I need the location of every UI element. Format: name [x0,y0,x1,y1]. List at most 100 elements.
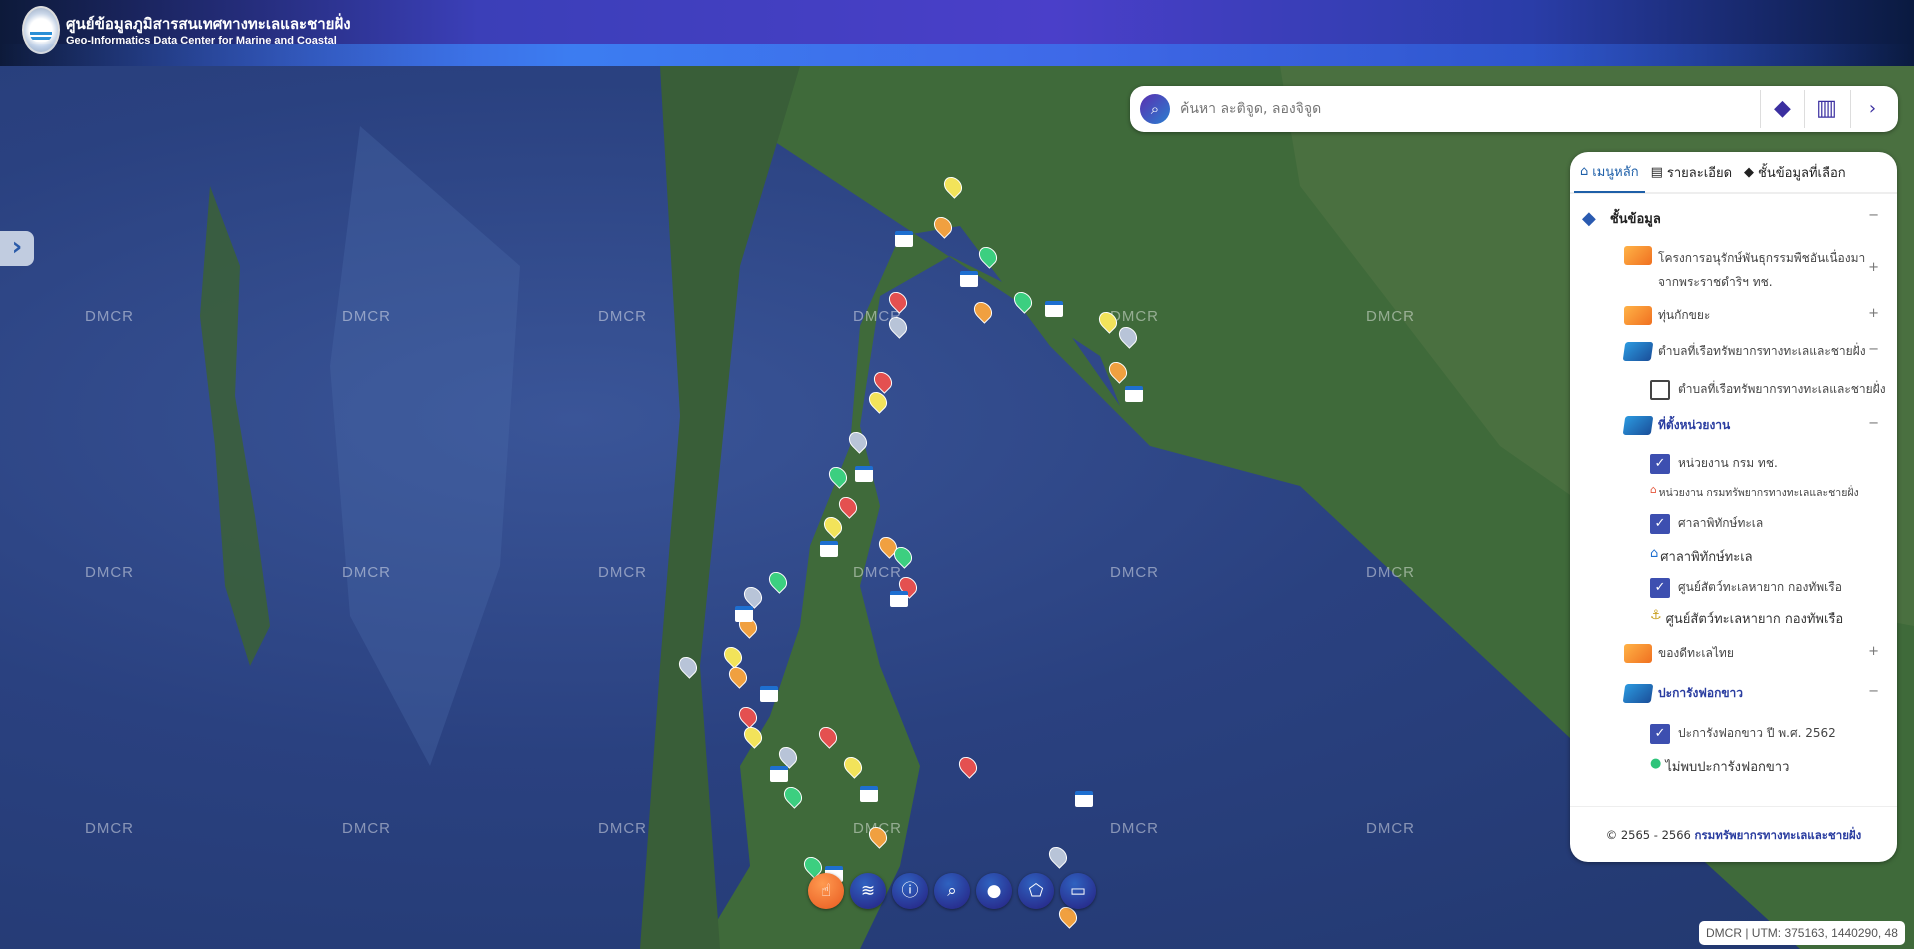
folder-open-icon [1622,416,1654,435]
wave-icon: ≋ [860,881,876,901]
sea-guard-pavilion-marker[interactable] [1125,386,1143,402]
measure-tool-button[interactable]: ▭ [1060,873,1096,909]
dmcr-watermark: DMCR [1366,564,1415,581]
coordinate-search-input[interactable] [1180,94,1780,124]
layer-coral-bleaching-2562[interactable]: ✓ ปะการังฟอกขาว ปี พ.ศ. 2562 [1650,724,1897,744]
layer-sea-guard-pavilion[interactable]: ✓ ศาลาพิทักษ์ทะเล [1650,514,1897,534]
sea-guard-pavilion-marker[interactable] [855,466,873,482]
info-tool-button[interactable]: ⓘ [892,873,928,909]
basemap-button[interactable]: ▥ [1804,90,1848,128]
dmcr-watermark: DMCR [1366,308,1415,325]
sea-guard-pavilion-marker[interactable] [890,591,908,607]
dmcr-watermark: DMCR [853,564,902,581]
dmcr-watermark: DMCR [85,820,134,837]
panel-tabs: ⌂ เมนูหลัก ▤ รายละเอียด ◆ ชั้นข้อมูลที่เลือ… [1570,152,1897,194]
expand-left-panel-button[interactable]: › [0,231,34,266]
search-icon: ⌕ [947,881,957,901]
layers-icon: ◆ [1582,208,1596,229]
checkbox-checked[interactable]: ✓ [1650,514,1670,534]
dmcr-watermark: DMCR [342,820,391,837]
folder-thai-sea-goods[interactable]: ของดีทะเลไทย + [1624,644,1897,663]
sea-guard-pavilion-marker[interactable] [770,766,788,782]
location-tool-button[interactable]: ● [976,873,1012,909]
sea-guard-pavilion-marker[interactable] [1045,301,1063,317]
folder-open-icon [1622,684,1654,703]
sea-guard-pavilion-marker[interactable] [1075,791,1093,807]
pointer-icon: ☝ [820,881,832,901]
dmcr-watermark: DMCR [598,820,647,837]
home-icon: ⌂ [1580,163,1589,179]
sea-guard-pavilion-marker[interactable] [735,606,753,622]
dmcr-watermark: DMCR [1110,820,1159,837]
utm-coordinate-readout: DMCR | UTM: 375163, 1440290, 48 [1699,921,1905,945]
tab-main-menu[interactable]: ⌂ เมนูหลัก [1574,152,1645,193]
collapse-search-button[interactable]: › [1850,90,1894,128]
checkbox[interactable] [1650,380,1670,400]
green-pin-icon: ● [1650,756,1662,771]
sea-guard-pavilion-marker[interactable] [820,541,838,557]
folder-trash-booms[interactable]: ทุ่นกักขยะ + [1624,306,1897,325]
checkbox-checked[interactable]: ✓ [1650,724,1670,744]
legend-no-bleaching: ● ไม่พบปะการังฟอกขาว [1650,756,1790,775]
layer-tree: ◆ ชั้นข้อมูล − โครงการอนุรักษ์พันธุกรรมพืช… [1570,194,1897,806]
anchor-icon: ⚓ [1650,608,1662,623]
legend-navy-rare-animal-center: ⚓ ศูนย์สัตว์ทะเลหายาก กองทัพเรือ [1650,608,1844,627]
folder-icon [1624,644,1652,663]
dmcr-watermark: DMCR [1110,564,1159,581]
folder-icon [1624,246,1652,265]
site-title-th: ศูนย์ข้อมูลภูมิสารสนเทศทางทะเลและชายฝั่ง [66,15,351,33]
panel-footer: © 2565 - 2566 กรมทรัพยากรทางทะเลและชายฝั… [1570,806,1897,862]
layers-icon: ◆ [1744,164,1755,180]
location-pin-icon: ● [986,881,1002,901]
folder-open-icon [1622,342,1654,361]
checkbox-checked[interactable]: ✓ [1650,578,1670,598]
section-layers[interactable]: ◆ ชั้นข้อมูล − [1582,208,1879,229]
legend-sea-guard-pavilion: ⌂ ศาลาพิทักษ์ทะเล [1650,546,1753,565]
layer-boat-locations[interactable]: ตำบลที่เรือทรัพยากรทางทะเลและชายฝั่ง [1650,380,1897,400]
checkbox-checked[interactable]: ✓ [1650,454,1670,474]
dmcr-watermark: DMCR [85,308,134,325]
sea-guard-pavilion-marker[interactable] [895,231,913,247]
sea-guard-pavilion-marker[interactable] [960,271,978,287]
site-title-en: Geo-Informatics Data Center for Marine a… [66,35,337,47]
wave-tool-button[interactable]: ≋ [850,873,886,909]
layer-panel: ⌂ เมนูหลัก ▤ รายละเอียด ◆ ชั้นข้อมูลที่เลือ… [1570,152,1897,862]
search-bar: ⌕ ◆ ▥ › [1130,86,1898,132]
dmcr-watermark: DMCR [598,308,647,325]
ruler-icon: ▭ [1069,881,1087,901]
folder-coral-bleaching[interactable]: ปะการังฟอกขาว − [1622,684,1897,703]
polygon-icon: ⬠ [1028,881,1044,901]
layers-button[interactable]: ◆ [1760,90,1804,128]
dmcr-watermark: DMCR [1110,308,1159,325]
dmcr-watermark: DMCR [342,308,391,325]
tab-selected-layers[interactable]: ◆ ชั้นข้อมูลที่เลือก [1744,164,1846,181]
search-tool-button[interactable]: ⌕ [934,873,970,909]
map-icon: ▥ [1816,96,1837,121]
dmcr-watermark: DMCR [598,564,647,581]
dmcr-logo[interactable] [22,6,60,54]
folder-icon [1624,306,1652,325]
pointer-tool-button[interactable]: ☝ [808,873,844,909]
dmcr-watermark: DMCR [85,564,134,581]
dmcr-watermark: DMCR [1366,820,1415,837]
dmcr-watermark: DMCR [342,564,391,581]
folder-plant-genetics[interactable]: โครงการอนุรักษ์พันธุกรรมพืชอันเนื่องมาจา… [1624,246,1897,294]
folder-boat-locations[interactable]: ตำบลที่เรือทรัพยากรทางทะเลและชายฝั่ง − [1622,342,1897,361]
document-icon: ▤ [1650,164,1663,180]
layer-navy-rare-animal-center[interactable]: ✓ ศูนย์สัตว์ทะเลหายาก กองทัพเรือ [1650,578,1897,598]
sea-guard-pavilion-marker[interactable] [760,686,778,702]
tab-details[interactable]: ▤ รายละเอียด [1650,164,1733,181]
sea-guard-pavilion-marker[interactable] [860,786,878,802]
folder-office-locations[interactable]: ที่ตั้งหน่วยงาน − [1622,416,1897,435]
search-icon[interactable]: ⌕ [1140,94,1170,124]
polygon-tool-button[interactable]: ⬠ [1018,873,1054,909]
house-icon: ⌂ [1650,484,1657,496]
layer-dmcr-offices[interactable]: ✓ หน่วยงาน กรม ทช. [1650,454,1897,474]
dmcr-link[interactable]: กรมทรัพยากรทางทะเลและชายฝั่ง [1694,828,1862,842]
legend-dmcr-offices: ⌂ หน่วยงาน กรมทรัพยากรทางทะเลและชายฝั่ง [1650,484,1859,499]
chevron-right-icon: › [1868,98,1877,119]
layers-icon: ◆ [1774,96,1791,121]
info-icon: ⓘ [901,881,919,901]
pavilion-icon: ⌂ [1650,546,1659,561]
map-toolbar: ☝ ≋ ⓘ ⌕ ● ⬠ ▭ [808,873,1096,909]
